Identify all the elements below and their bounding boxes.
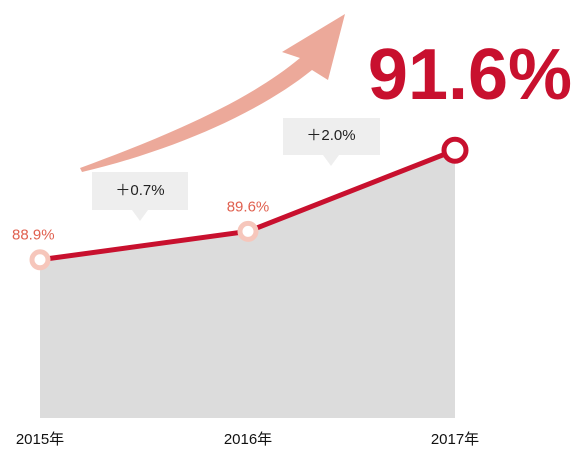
x-tick-label: 2015年 <box>16 431 64 448</box>
annotation: ＋0.7% <box>115 182 164 199</box>
point-marker <box>29 249 51 271</box>
value-label: 91.6% <box>368 35 572 115</box>
x-tick-label: 2017年 <box>431 431 479 448</box>
value-label: 89.6% <box>227 198 270 215</box>
x-tick-label: 2016年 <box>224 431 272 448</box>
annotation: ＋2.0% <box>306 127 355 144</box>
callout <box>283 118 380 166</box>
value-label: 88.9% <box>12 227 55 244</box>
point-marker <box>441 136 469 164</box>
callout <box>92 172 188 221</box>
point-marker <box>237 220 259 242</box>
area <box>40 150 455 418</box>
